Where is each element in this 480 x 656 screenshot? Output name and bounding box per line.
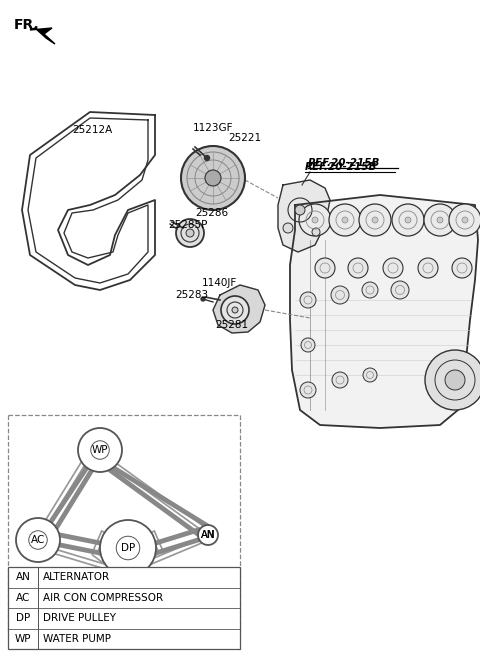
Circle shape — [437, 217, 443, 223]
Text: 25212A: 25212A — [72, 125, 112, 135]
Circle shape — [221, 296, 249, 324]
Circle shape — [186, 229, 194, 237]
Circle shape — [342, 217, 348, 223]
Circle shape — [181, 146, 245, 210]
Circle shape — [449, 204, 480, 236]
Circle shape — [424, 204, 456, 236]
Text: ALTERNATOR: ALTERNATOR — [43, 572, 110, 583]
Text: AIR CON COMPRESSOR: AIR CON COMPRESSOR — [43, 593, 163, 603]
Circle shape — [283, 223, 293, 233]
Circle shape — [300, 292, 316, 308]
Text: WP: WP — [15, 634, 31, 644]
Circle shape — [205, 170, 221, 186]
Text: REF.20-215B: REF.20-215B — [308, 158, 380, 168]
Circle shape — [100, 520, 156, 576]
Text: AC: AC — [31, 535, 45, 545]
Circle shape — [383, 258, 403, 278]
Circle shape — [425, 350, 480, 410]
Text: AN: AN — [201, 530, 215, 540]
Circle shape — [198, 525, 218, 545]
Circle shape — [391, 281, 409, 299]
Circle shape — [312, 217, 318, 223]
Text: DP: DP — [121, 543, 135, 553]
Text: AC: AC — [16, 593, 30, 603]
Text: 1123GF: 1123GF — [193, 123, 233, 133]
Circle shape — [372, 217, 378, 223]
Text: DRIVE PULLEY: DRIVE PULLEY — [43, 613, 116, 623]
Circle shape — [362, 282, 378, 298]
Circle shape — [176, 219, 204, 247]
Polygon shape — [290, 195, 478, 428]
Polygon shape — [278, 180, 330, 252]
Circle shape — [348, 258, 368, 278]
Circle shape — [363, 368, 377, 382]
Circle shape — [405, 217, 411, 223]
Text: 25281: 25281 — [215, 320, 248, 330]
Circle shape — [452, 258, 472, 278]
Circle shape — [299, 204, 331, 236]
Text: WP: WP — [92, 445, 108, 455]
Circle shape — [201, 297, 205, 301]
Text: 25221: 25221 — [228, 133, 261, 143]
Text: 25285P: 25285P — [168, 220, 207, 230]
Circle shape — [78, 428, 122, 472]
Text: 25283: 25283 — [175, 290, 208, 300]
Polygon shape — [213, 285, 265, 333]
Text: AN: AN — [15, 572, 30, 583]
Circle shape — [16, 518, 60, 562]
Circle shape — [300, 382, 316, 398]
Circle shape — [359, 204, 391, 236]
Text: FR.: FR. — [14, 18, 40, 32]
Text: 1140JF: 1140JF — [202, 278, 237, 288]
Text: 25286: 25286 — [195, 208, 228, 218]
Circle shape — [331, 286, 349, 304]
Circle shape — [204, 155, 209, 161]
Text: DP: DP — [16, 613, 30, 623]
Circle shape — [312, 228, 320, 236]
Circle shape — [301, 338, 315, 352]
Circle shape — [232, 307, 238, 313]
Text: AN: AN — [201, 530, 216, 540]
Polygon shape — [30, 28, 55, 44]
Text: REF.20-215B: REF.20-215B — [305, 162, 377, 172]
Bar — [8, 567, 240, 649]
Circle shape — [392, 204, 424, 236]
Circle shape — [332, 372, 348, 388]
Circle shape — [315, 258, 335, 278]
Circle shape — [445, 370, 465, 390]
Circle shape — [329, 204, 361, 236]
Circle shape — [418, 258, 438, 278]
Text: WATER PUMP: WATER PUMP — [43, 634, 111, 644]
Circle shape — [462, 217, 468, 223]
Circle shape — [295, 205, 305, 215]
